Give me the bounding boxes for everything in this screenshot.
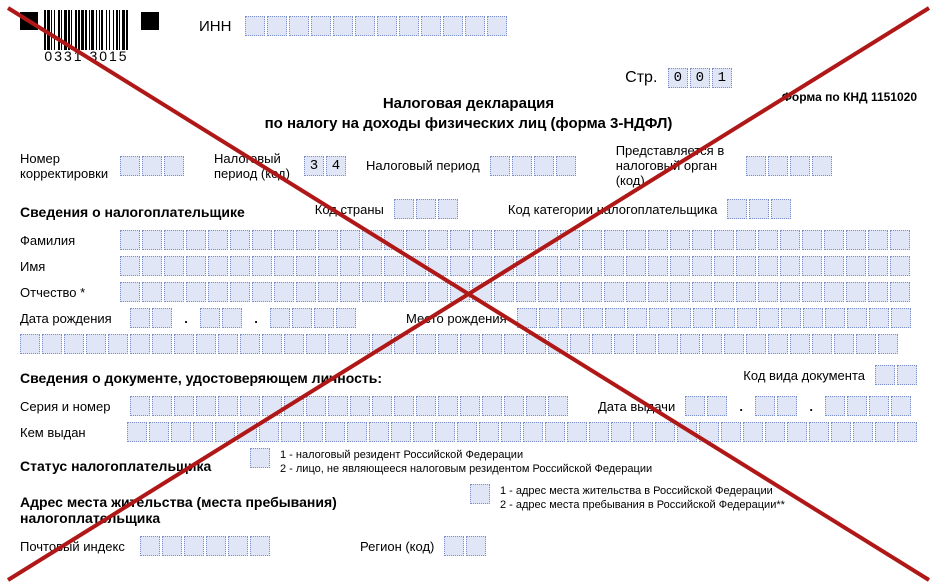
status-section: Статус налогоплательщика	[20, 458, 240, 474]
patronymic-row: Отчество *	[20, 282, 917, 302]
pob-cells[interactable]	[517, 308, 917, 328]
doc-section-row: Сведения о документе, удостоверяющем лич…	[20, 360, 917, 390]
issue-month[interactable]	[755, 396, 797, 416]
header-area: 0331 3015 ИНН	[20, 10, 917, 64]
doc-type-cells[interactable]	[875, 365, 917, 385]
surname-label: Фамилия	[20, 233, 110, 248]
address-notes: 1 - адрес места жительства в Российской …	[500, 484, 785, 513]
title-line2: по налогу на доходы физических лиц (форм…	[265, 115, 673, 132]
address-note1: 1 - адрес места жительства в Российской …	[500, 485, 773, 497]
page-cells: 001	[668, 68, 732, 88]
dot-3: .	[737, 399, 745, 414]
category-label: Код категории налогоплательщика	[508, 202, 717, 217]
issue-year[interactable]	[825, 396, 911, 416]
country-code-label: Код страны	[315, 202, 384, 217]
page-label: Стр.	[625, 69, 657, 86]
marker-square-left	[20, 12, 38, 30]
status-note1: 1 - налоговый резидент Российской Федера…	[280, 449, 523, 461]
dot-1: .	[182, 311, 190, 326]
name-cells[interactable]	[120, 256, 917, 276]
form-code: Форма по КНД 1151020	[782, 90, 917, 104]
category-cells[interactable]	[727, 199, 791, 219]
dob-row: Дата рождения . . Место рождения	[20, 308, 917, 328]
barcode-number: 0331 3015	[44, 48, 129, 64]
tax-period-cells[interactable]	[490, 156, 576, 176]
dot-2: .	[252, 311, 260, 326]
correction-row: Номер корректировки Налоговый период (ко…	[20, 143, 917, 188]
doc-section: Сведения о документе, удостоверяющем лич…	[20, 370, 382, 386]
tax-period-code-label: Налоговый период (код)	[214, 151, 294, 181]
tax-period-label: Налоговый период	[366, 158, 480, 173]
status-cells[interactable]	[250, 448, 270, 468]
dot-4: .	[807, 399, 815, 414]
taxpayer-section: Сведения о налогоплательщике	[20, 204, 245, 220]
patronymic-label: Отчество *	[20, 285, 110, 300]
pob-cells2[interactable]	[20, 334, 917, 354]
status-notes: 1 - налоговый резидент Российской Федера…	[280, 448, 652, 477]
dob-month[interactable]	[200, 308, 242, 328]
surname-cells[interactable]	[120, 230, 917, 250]
address-section: Адрес места жительства (места пребывания…	[20, 494, 460, 526]
title-line1: Налоговая декларация	[383, 95, 554, 112]
page-number-row: Стр. 001	[440, 68, 917, 88]
address-row: Адрес места жительства (места пребывания…	[20, 484, 917, 530]
country-code-cells[interactable]	[394, 199, 458, 219]
dob-day[interactable]	[130, 308, 172, 328]
tax-period-code-cells[interactable]: 34	[304, 156, 346, 176]
tax-form-page: 0331 3015 ИНН Стр. 001 Форма по КНД 1151…	[0, 0, 937, 572]
correction-cells[interactable]	[120, 156, 184, 176]
submitted-cells[interactable]	[746, 156, 832, 176]
postcode-row: Почтовый индекс Регион (код)	[20, 536, 917, 556]
submitted-label: Представляется в налоговый орган (код)	[616, 143, 736, 188]
issued-by-label: Кем выдан	[20, 425, 117, 440]
address-cells[interactable]	[470, 484, 490, 504]
name-row: Имя	[20, 256, 917, 276]
inn-label: ИНН	[199, 18, 231, 35]
status-row: Статус налогоплательщика 1 - налоговый р…	[20, 448, 917, 478]
region-label: Регион (код)	[360, 539, 434, 554]
pob-label: Место рождения	[406, 311, 507, 326]
postcode-cells[interactable]	[140, 536, 270, 556]
issued-by-cells[interactable]	[127, 422, 917, 442]
patronymic-cells[interactable]	[120, 282, 917, 302]
postcode-label: Почтовый индекс	[20, 539, 130, 554]
address-note2: 2 - адрес места пребывания в Российской …	[500, 499, 785, 511]
barcode-block: 0331 3015	[20, 10, 159, 64]
inn-cells[interactable]	[245, 16, 507, 36]
series-label: Серия и номер	[20, 399, 120, 414]
series-cells[interactable]	[130, 396, 568, 416]
region-cells[interactable]	[444, 536, 486, 556]
issue-date-label: Дата выдачи	[598, 399, 675, 414]
issue-day[interactable]	[685, 396, 727, 416]
issued-by-row: Кем выдан	[20, 422, 917, 442]
barcode: 0331 3015	[44, 10, 129, 64]
name-label: Имя	[20, 259, 110, 274]
inn-row: ИНН	[199, 16, 507, 36]
status-note2: 2 - лицо, не являющееся налоговым резиде…	[280, 463, 652, 475]
dob-year[interactable]	[270, 308, 356, 328]
surname-row: Фамилия	[20, 230, 917, 250]
taxpayer-section-row: Сведения о налогоплательщике Код страны …	[20, 194, 917, 224]
doc-type-label: Код вида документа	[743, 368, 865, 383]
marker-square-right	[141, 12, 159, 30]
pob-row2	[20, 334, 917, 354]
series-row: Серия и номер Дата выдачи . .	[20, 396, 917, 416]
dob-label: Дата рождения	[20, 311, 120, 326]
correction-label: Номер корректировки	[20, 151, 110, 181]
